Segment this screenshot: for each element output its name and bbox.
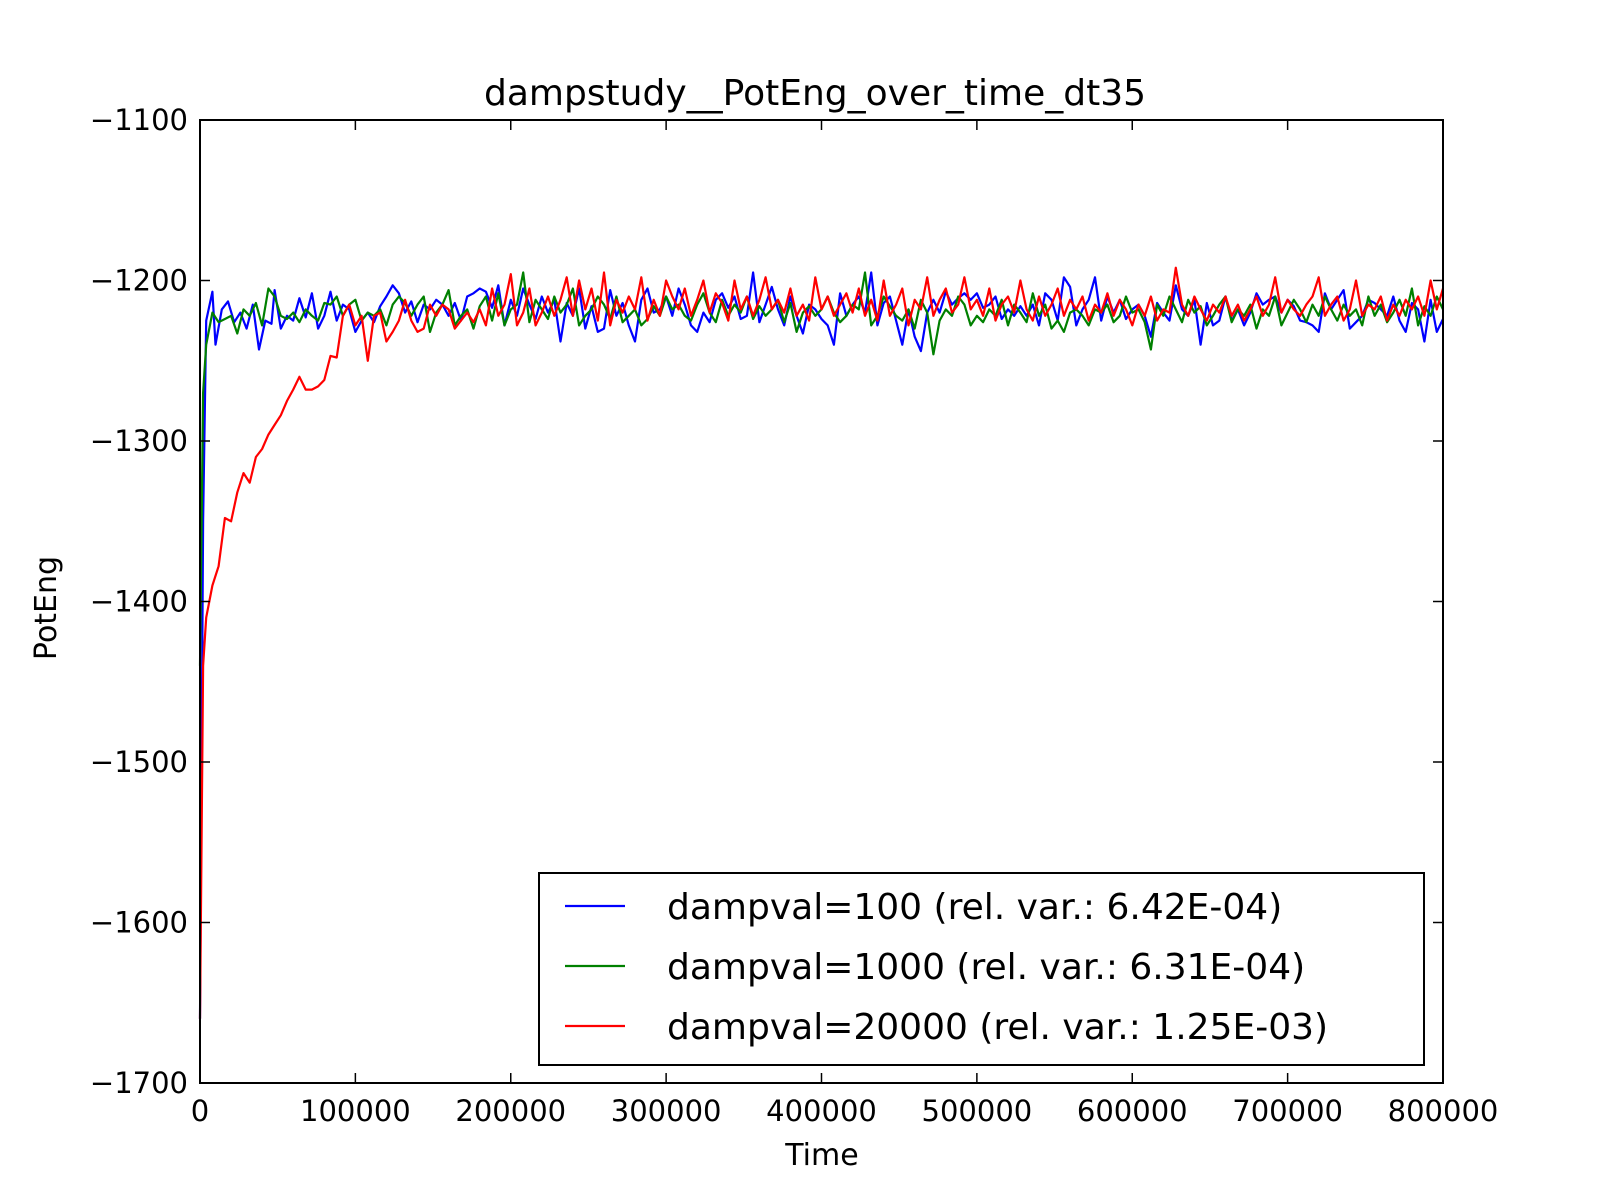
- series-layer: [198, 266, 1445, 1019]
- series-line-2: [198, 266, 1445, 1019]
- legend-label: dampval=20000 (rel. var.: 1.25E-03): [667, 1007, 1328, 1048]
- y-tick-label: −1300: [90, 424, 188, 458]
- y-tick-label: −1100: [90, 103, 188, 137]
- x-tick-label: 100000: [300, 1094, 411, 1128]
- x-tick-label: 400000: [766, 1094, 877, 1128]
- x-tick-label: 800000: [1388, 1094, 1499, 1128]
- chart-title: dampstudy__PotEng_over_time_dt35: [484, 73, 1146, 114]
- legend-label: dampval=100 (rel. var.: 6.42E-04): [667, 887, 1282, 928]
- x-tick-label: 500000: [922, 1094, 1033, 1128]
- x-tick-label: 200000: [455, 1094, 566, 1128]
- legend-label: dampval=1000 (rel. var.: 6.31E-04): [667, 947, 1305, 988]
- y-tick-label: −1400: [90, 585, 188, 619]
- y-tick-label: −1700: [90, 1066, 188, 1100]
- y-tick-label: −1500: [90, 745, 188, 779]
- y-tick-label: −1600: [90, 906, 188, 940]
- series-line-1: [198, 271, 1444, 666]
- x-tick-label: 700000: [1232, 1094, 1343, 1128]
- ticks-layer: 0 100000 200000 300000 400000 500000 600000 700…: [90, 103, 1498, 1128]
- x-tick-label: 600000: [1077, 1094, 1188, 1128]
- x-tick-label: 0: [191, 1094, 209, 1128]
- x-axis-label: Time: [784, 1138, 858, 1173]
- legend: dampval=100 (rel. var.: 6.42E-04) dampval…: [538, 872, 1425, 1066]
- y-tick-label: −1200: [90, 264, 188, 298]
- y-axis-label: PotEng: [29, 556, 64, 660]
- x-tick-label: 300000: [611, 1094, 722, 1128]
- legend-box: [538, 872, 1425, 1066]
